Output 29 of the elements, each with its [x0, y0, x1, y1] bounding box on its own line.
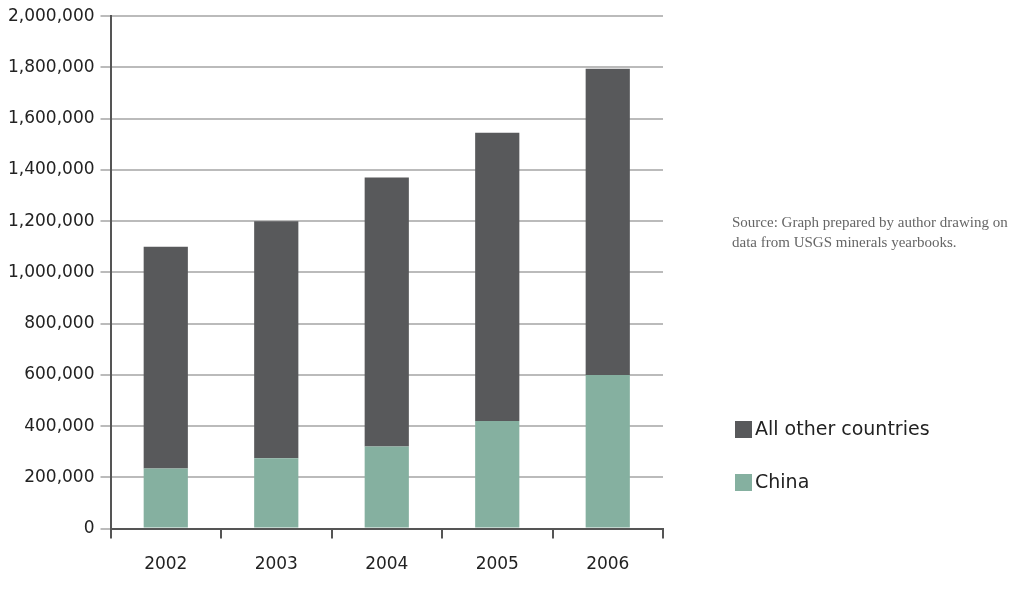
bar — [364, 177, 409, 447]
legend-label: All other countries — [755, 416, 930, 439]
y-tick-label: 400,000 — [24, 414, 95, 435]
y-tick-label: 1,400,000 — [7, 158, 95, 179]
x-tick-label: 2006 — [586, 553, 630, 574]
bar — [254, 458, 299, 528]
bar — [475, 421, 520, 528]
legend-label: China — [755, 469, 810, 492]
x-tick-label: 2002 — [144, 553, 188, 574]
y-tick-label: 600,000 — [24, 363, 95, 384]
bar — [254, 221, 299, 459]
source-note: Source: Graph prepared by author drawing on data from USGS minerals yearbooks. — [732, 213, 1009, 252]
bar — [143, 468, 188, 528]
y-tick-label: 800,000 — [24, 312, 95, 333]
x-tick-label: 2004 — [365, 553, 409, 574]
y-tick-label: 0 — [83, 517, 95, 538]
bar — [585, 68, 630, 375]
y-tick-label: 1,800,000 — [7, 55, 95, 76]
x-tick-label: 2003 — [254, 553, 298, 574]
bar — [143, 246, 188, 469]
y-tick-label: 2,000,000 — [7, 4, 95, 25]
x-tick-label: 2005 — [475, 553, 519, 574]
bar — [475, 132, 520, 421]
bar — [585, 374, 630, 528]
y-tick-label: 1,000,000 — [7, 260, 95, 281]
y-tick-label: 1,600,000 — [7, 107, 95, 128]
y-tick-label: 200,000 — [24, 465, 95, 486]
bar — [364, 446, 409, 528]
y-tick-label: 1,200,000 — [7, 209, 95, 230]
